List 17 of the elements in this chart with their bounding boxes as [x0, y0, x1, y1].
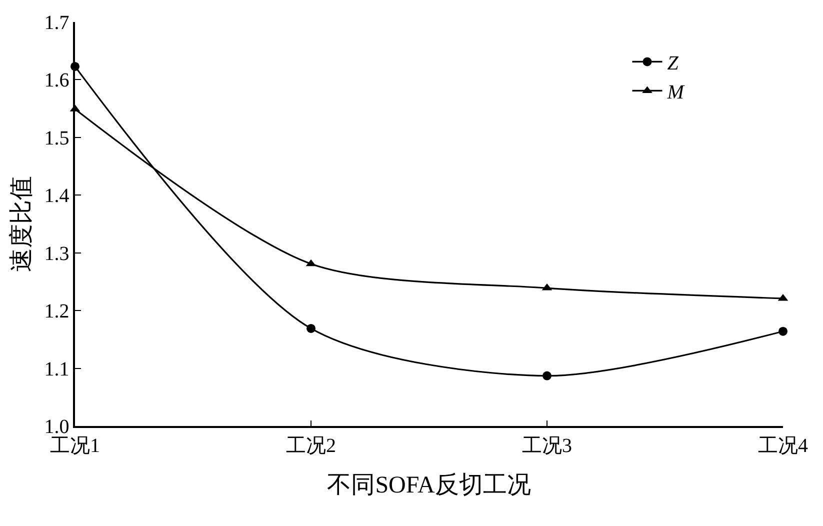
y-tick-label: 1.2: [44, 300, 70, 323]
x-tick-label: 工况3: [522, 434, 572, 457]
point: [778, 326, 788, 336]
y-tick-label: 1.5: [44, 127, 70, 150]
x-tick-label: 工况4: [758, 434, 808, 457]
y-tick-label: 1.4: [44, 185, 70, 208]
y-tick-label: 1.7: [44, 12, 70, 34]
x-tick-label: 工况2: [286, 434, 336, 457]
y-tick-label: 1.6: [44, 70, 70, 92]
legend-label: M: [666, 82, 686, 104]
y-tick-label: 1.3: [44, 242, 70, 265]
y-axis-title: 速度比值: [8, 176, 35, 272]
y-tick-label: 1.1: [44, 358, 70, 380]
point: [306, 324, 316, 333]
point: [542, 371, 552, 380]
legend-label: Z: [667, 52, 680, 74]
x-axis-title: 不同SOFA反切工况: [327, 472, 531, 499]
